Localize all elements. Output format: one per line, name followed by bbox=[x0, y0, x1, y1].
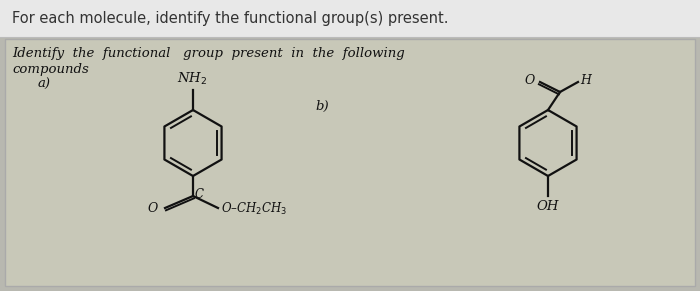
Text: H: H bbox=[580, 74, 591, 88]
Text: For each molecule, identify the functional group(s) present.: For each molecule, identify the function… bbox=[12, 12, 449, 26]
Text: Identify  the  functional   group  present  in  the  following: Identify the functional group present in… bbox=[12, 47, 405, 59]
Text: b): b) bbox=[315, 100, 328, 113]
Text: C: C bbox=[195, 189, 204, 201]
Bar bbox=[0, 0, 700, 37]
Text: OH: OH bbox=[537, 200, 559, 213]
Text: O–CH$_2$CH$_3$: O–CH$_2$CH$_3$ bbox=[221, 201, 287, 217]
Text: compounds: compounds bbox=[12, 63, 89, 75]
Text: NH$_2$: NH$_2$ bbox=[177, 71, 207, 87]
Bar bbox=[5, 39, 695, 286]
Text: a): a) bbox=[38, 77, 51, 91]
Text: O: O bbox=[525, 74, 535, 88]
Text: O: O bbox=[148, 203, 158, 216]
